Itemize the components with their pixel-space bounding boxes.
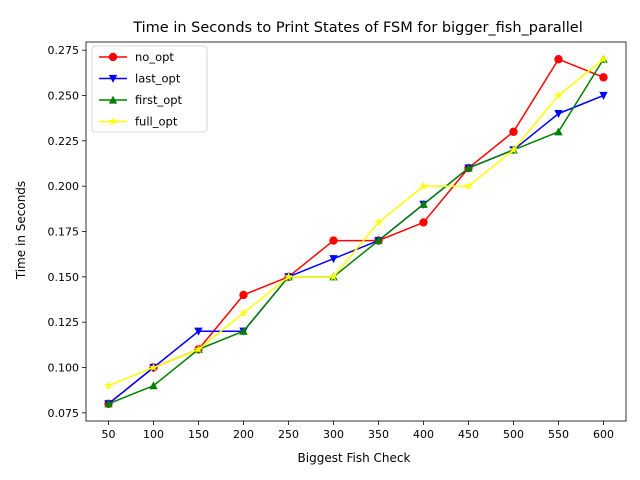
x-tick-label: 500: [503, 428, 524, 441]
data-point-no_opt: [329, 236, 338, 245]
data-point-full_opt: [329, 272, 338, 281]
data-point-full_opt: [464, 181, 473, 190]
data-point-full_opt: [149, 363, 158, 372]
x-tick-label: 600: [593, 428, 614, 441]
x-tick-label: 200: [233, 428, 254, 441]
data-point-full_opt: [239, 308, 248, 317]
y-tick-label: 0.225: [48, 135, 80, 148]
data-point-first_opt: [464, 163, 473, 172]
data-point-last_opt: [599, 91, 608, 100]
data-point-full_opt: [509, 145, 518, 154]
x-tick-label: 250: [278, 428, 299, 441]
x-tick-label: 50: [102, 428, 116, 441]
legend-marker: [108, 95, 118, 104]
data-point-first_opt: [149, 381, 158, 390]
legend-label: full_opt: [135, 115, 178, 129]
x-tick-label: 400: [413, 428, 434, 441]
legend-box: [91, 45, 208, 133]
data-point-last_opt: [329, 255, 338, 264]
data-point-first_opt: [239, 326, 248, 335]
legend-item-full_opt: full_opt: [99, 115, 178, 129]
legend-marker: [108, 117, 118, 126]
y-tick-label: 0.100: [48, 362, 80, 375]
data-point-full_opt: [554, 91, 563, 100]
y-axis-label: Time in Seconds: [14, 181, 28, 280]
data-point-full_opt: [374, 218, 383, 226]
x-axis-label: Biggest Fish Check: [298, 451, 411, 465]
data-point-first_opt: [104, 399, 113, 408]
plot-area: [85, 41, 627, 422]
data-point-full_opt: [194, 344, 203, 353]
data-point-full_opt: [104, 381, 113, 390]
x-axis: 50 100 150 200 250 300 350 400 450 500 550 600: [102, 421, 614, 441]
legend-marker: [108, 52, 118, 62]
legend: no_opt last_opt first_opt full_opt: [91, 45, 208, 133]
legend-item-no_opt: no_opt: [99, 50, 174, 64]
x-tick-label: 100: [143, 428, 164, 441]
legend-label: no_opt: [135, 50, 174, 64]
series-full_opt: [104, 54, 608, 390]
legend-label: first_opt: [135, 93, 183, 107]
y-tick-label: 0.075: [48, 407, 80, 420]
legend-label: last_opt: [135, 72, 181, 86]
x-tick-label: 450: [458, 428, 479, 441]
y-tick-label: 0.275: [48, 44, 80, 57]
data-point-first_opt: [554, 127, 563, 136]
legend-item-last_opt: last_opt: [99, 72, 181, 86]
data-point-no_opt: [239, 290, 248, 300]
data-point-last_opt: [554, 110, 563, 119]
x-tick-label: 150: [188, 428, 209, 441]
y-tick-label: 0.175: [48, 226, 80, 239]
series-line-full_opt: [108, 58, 604, 387]
x-tick-label: 550: [548, 428, 569, 441]
x-tick-label: 300: [323, 428, 344, 441]
y-axis: 0.075 0.100 0.125 0.150 0.175 0.200 0.225 0.250…: [48, 44, 86, 420]
legend-item-first_opt: first_opt: [99, 93, 183, 107]
data-point-no_opt: [599, 73, 608, 82]
y-tick-label: 0.200: [48, 180, 80, 193]
x-tick-label: 350: [368, 428, 389, 441]
data-point-no_opt: [509, 127, 518, 136]
y-tick-label: 0.250: [48, 89, 80, 102]
data-point-first_opt: [374, 236, 383, 245]
y-tick-label: 0.150: [48, 271, 80, 284]
data-point-last_opt: [194, 327, 203, 336]
data-point-full_opt: [599, 54, 608, 63]
data-point-no_opt: [554, 55, 563, 64]
legend-marker: [108, 74, 118, 83]
data-point-first_opt: [419, 199, 428, 208]
series-line-first_opt: [108, 58, 605, 405]
data-point-no_opt: [419, 218, 428, 227]
data-point-full_opt: [284, 272, 293, 281]
data-point-full_opt: [419, 181, 428, 190]
chart-title: Time in Seconds to Print States of FSM f…: [132, 20, 583, 36]
y-tick-label: 0.125: [48, 316, 80, 329]
